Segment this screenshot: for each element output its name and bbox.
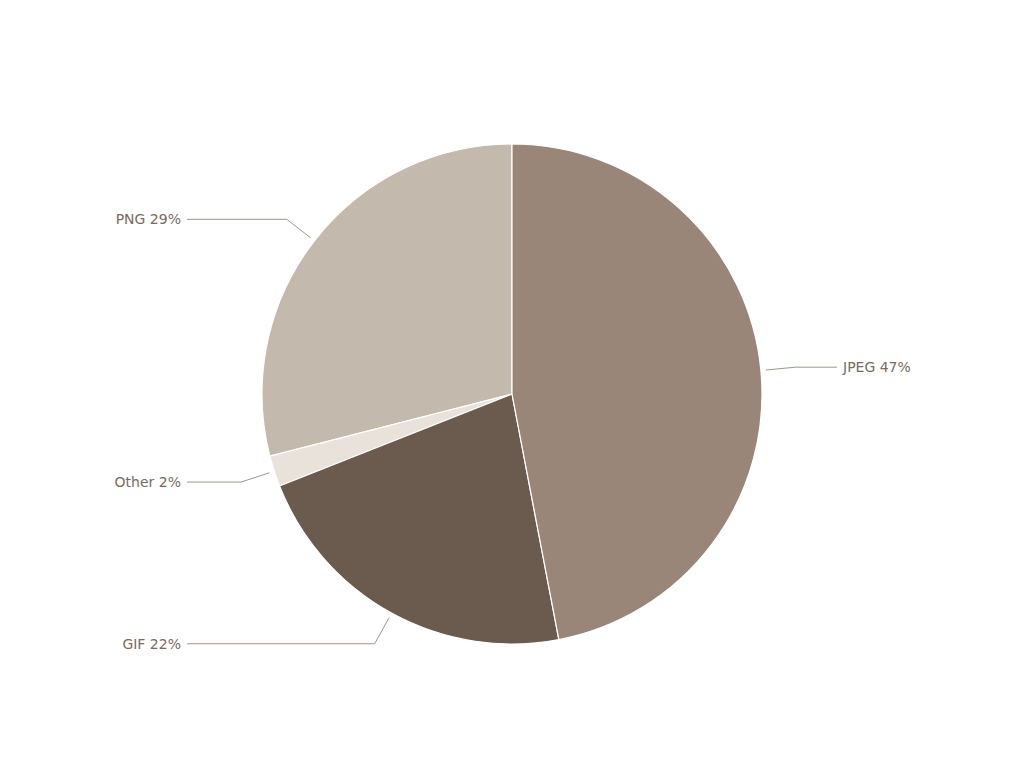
pie — [262, 144, 762, 644]
leader-line — [187, 617, 389, 643]
labels: PNG 29% Other 2% GIF 22% JPEG 47% — [115, 211, 911, 651]
slice-label: JPEG 47% — [842, 359, 911, 375]
pie-slice — [512, 144, 762, 640]
leader-line — [187, 473, 269, 482]
slice-label: GIF 22% — [122, 636, 181, 652]
slice-label: Other 2% — [115, 474, 181, 490]
leader-line — [766, 367, 837, 370]
slice-label: PNG 29% — [116, 211, 181, 227]
chart: PNG 29% Other 2% GIF 22% JPEG 47% — [0, 0, 1024, 768]
pie-slice — [280, 394, 559, 644]
leader-line — [187, 219, 311, 237]
